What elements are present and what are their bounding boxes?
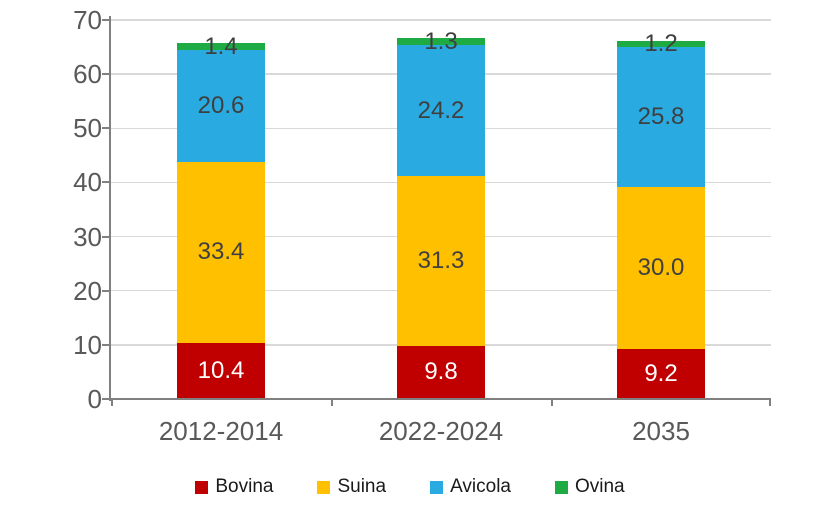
bar-segment-suina [177, 161, 265, 343]
bar-segment-ovina [617, 40, 705, 48]
bar-segment-suina [397, 176, 485, 346]
y-axis-tick [102, 73, 111, 76]
legend-swatch [195, 480, 209, 494]
legend-swatch [430, 480, 444, 494]
bar-segment-suina [617, 186, 705, 350]
y-axis-tick [102, 127, 111, 130]
plot-area: 10.4 33.4 20.6 1.4 2012-2014 9.8 31.3 24.2 1.3 20… [73, 5, 771, 446]
x-axis-category-label: 2012-2014 [158, 416, 284, 446]
x-axis-line [109, 398, 771, 400]
legend-item-avicola: Avicola [430, 477, 511, 497]
x-axis-category-label: 2022-2024 [378, 416, 504, 446]
bar-value-label: 1.2 [644, 29, 678, 57]
x-axis-tick [551, 399, 553, 406]
y-axis-tick [102, 181, 111, 184]
bar-segment-bovina [397, 345, 485, 399]
x-axis-tick [769, 399, 771, 406]
bar-value-label: 31.3 [417, 247, 465, 275]
bar-segment-ovina [397, 38, 485, 46]
bar-value-label: 20.6 [197, 92, 245, 120]
x-axis-tick [331, 399, 333, 406]
y-axis-tick [102, 19, 111, 21]
bar-value-label: 9.2 [644, 360, 678, 388]
y-axis-tick [102, 343, 111, 346]
bar-value-label: 9.8 [424, 358, 458, 386]
bar-value-label: 33.4 [197, 238, 245, 266]
y-axis-label: 60 [73, 59, 102, 90]
y-axis-tick [102, 235, 111, 238]
y-axis-line [109, 16, 111, 401]
bar-segment-bovina [617, 349, 705, 399]
legend-label: Suina [337, 476, 387, 497]
bar-segment-ovina [177, 42, 265, 51]
y-axis-label: 70 [73, 5, 102, 35]
bar-segment-bovina [177, 342, 265, 399]
legend-label: Avicola [450, 476, 511, 497]
bar-value-label: 1.3 [424, 27, 458, 55]
y-axis-label: 0 [87, 384, 102, 414]
bar-value-label: 24.2 [417, 96, 465, 124]
y-axis-label: 30 [73, 221, 102, 252]
y-axis-label: 10 [73, 329, 102, 360]
bar-segment-avicola [177, 50, 265, 162]
x-axis-category-label: 2035 [632, 416, 690, 446]
gridline [111, 19, 771, 21]
legend-item-bovina: Bovina [195, 477, 273, 497]
bar-segment-avicola [617, 47, 705, 187]
bar-value-label: 1.4 [204, 32, 238, 60]
legend-label: Bovina [215, 476, 274, 497]
legend-label: Ovina [574, 476, 625, 497]
legend-item-suina: Suina [317, 477, 386, 497]
y-axis-tick [102, 398, 111, 400]
legend-item-ovina: Ovina [554, 476, 625, 497]
y-axis-label: 20 [73, 275, 102, 306]
bar-segment-avicola [397, 45, 485, 177]
legend-swatch [554, 480, 568, 494]
legend-swatch [317, 480, 331, 494]
y-axis-label: 40 [73, 167, 102, 198]
bar-value-label: 25.8 [637, 102, 685, 130]
bar-value-label: 30.0 [637, 253, 685, 281]
legend: Bovina Suina Avicola Ovina [0, 474, 820, 500]
x-axis-tick [111, 399, 113, 406]
y-axis-label: 50 [73, 113, 102, 144]
y-axis-tick [102, 289, 111, 292]
bar-value-label: 10.4 [197, 356, 245, 384]
